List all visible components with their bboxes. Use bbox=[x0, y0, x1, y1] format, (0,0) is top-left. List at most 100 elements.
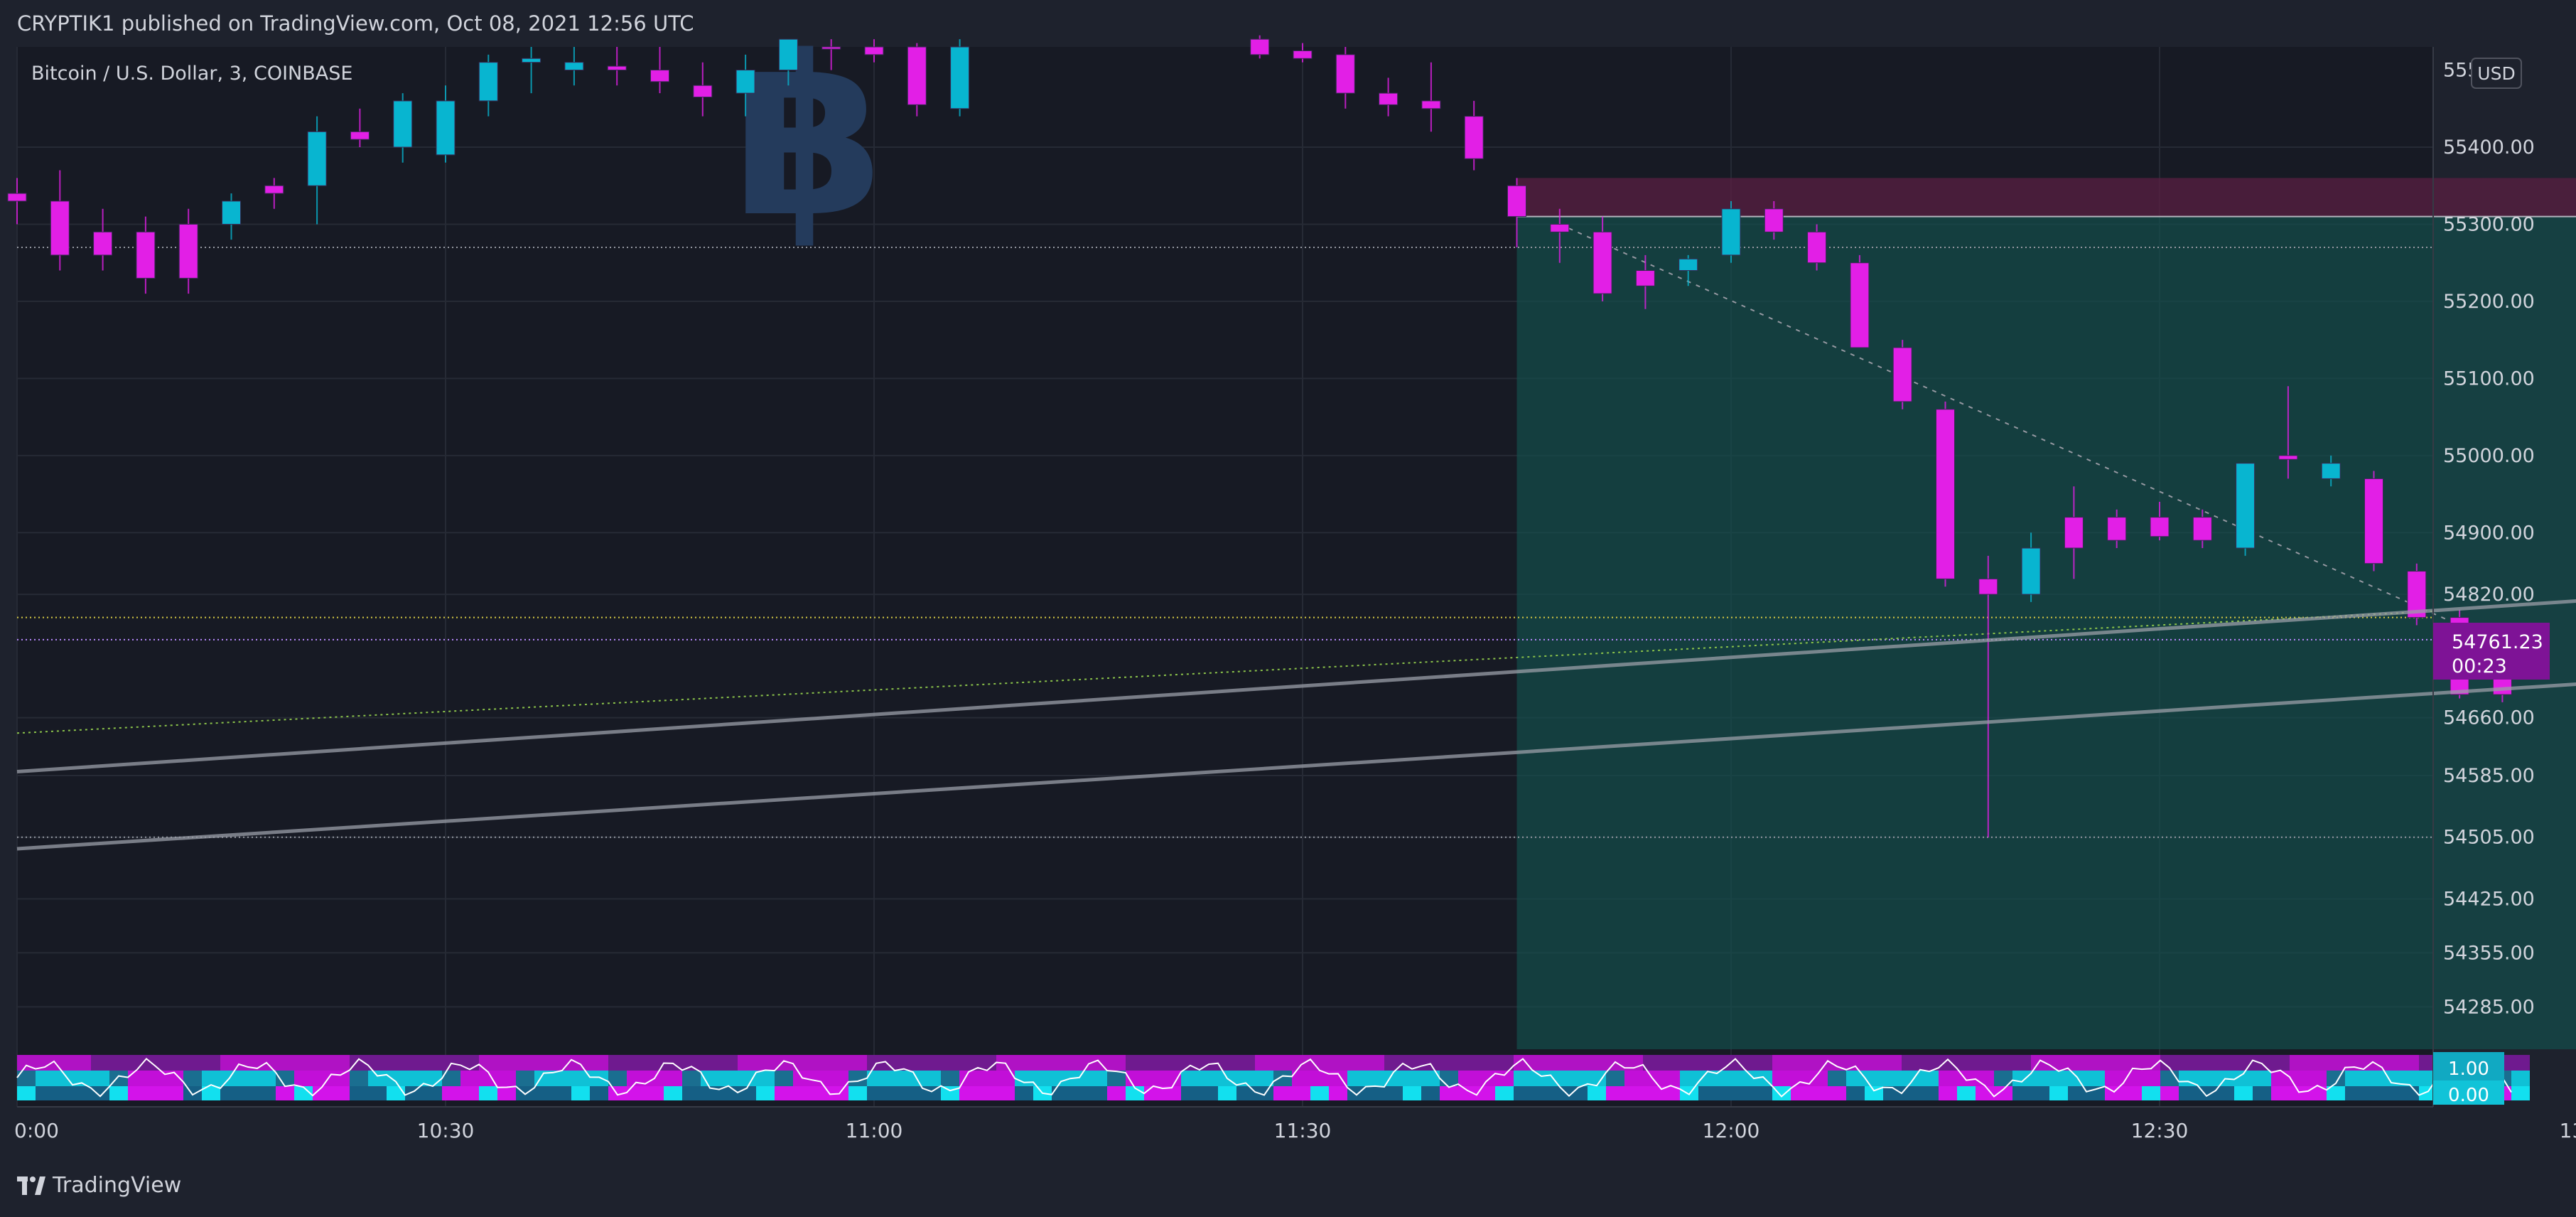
oscillator-cell bbox=[2308, 1086, 2327, 1100]
oscillator-cell bbox=[627, 1071, 645, 1086]
candle-body bbox=[307, 131, 327, 186]
oscillator-cell bbox=[2234, 1055, 2253, 1071]
trendlines[interactable] bbox=[16, 448, 2576, 851]
oscillator-cell bbox=[738, 1055, 756, 1071]
oscillator-cell bbox=[1236, 1055, 1255, 1071]
oscillator-cell bbox=[1495, 1071, 1514, 1086]
oscillator-cell bbox=[534, 1055, 553, 1071]
candle-body bbox=[821, 46, 841, 50]
oscillator-cell bbox=[1273, 1071, 1292, 1086]
oscillator-cell bbox=[239, 1071, 257, 1086]
oscillator-cell bbox=[2086, 1086, 2105, 1100]
oscillator-cell bbox=[2253, 1086, 2271, 1100]
oscillator-cell bbox=[1366, 1071, 1384, 1086]
oscillator-cell bbox=[848, 1055, 867, 1071]
oscillator-cell bbox=[1440, 1055, 1458, 1071]
price-axis[interactable]: 5550055400.0055300.0055200.0055100.00550… bbox=[2443, 60, 2535, 1019]
oscillator-cell bbox=[922, 1055, 941, 1071]
oscillator-cell bbox=[1015, 1071, 1033, 1086]
oscillator-cell bbox=[165, 1086, 183, 1100]
time-label: 11:00 bbox=[846, 1119, 903, 1142]
oscillator-cell bbox=[1107, 1086, 1126, 1100]
oscillator-cell bbox=[72, 1071, 91, 1086]
oscillator-cell bbox=[1089, 1086, 1107, 1100]
oscillator-cell bbox=[183, 1055, 202, 1071]
oscillator-cell bbox=[1292, 1055, 1310, 1071]
oscillator-cell bbox=[1865, 1071, 1883, 1086]
symbol-legend[interactable]: Bitcoin / U.S. Dollar, 3, COINBASE bbox=[31, 63, 352, 85]
oscillator-cell bbox=[2327, 1055, 2345, 1071]
oscillator-cell bbox=[1384, 1055, 1403, 1071]
tradingview-logo[interactable]: TradingView bbox=[17, 1173, 181, 1198]
tradingview-logo-icon bbox=[17, 1176, 45, 1195]
oscillator-cell bbox=[1052, 1086, 1070, 1100]
oscillator-cell bbox=[1698, 1071, 1717, 1086]
oscillator-cell bbox=[1329, 1086, 1347, 1100]
candle-body bbox=[1593, 231, 1612, 294]
oscillator-cell bbox=[220, 1086, 239, 1100]
candle-body bbox=[607, 65, 627, 71]
oscillator-cell bbox=[553, 1055, 571, 1071]
oscillator-cell bbox=[1477, 1071, 1495, 1086]
price-label: 54285.00 bbox=[2443, 996, 2535, 1018]
price-chart[interactable]: ฿ 5550055400.0055300.0055200.0055100.005… bbox=[0, 0, 2576, 1154]
oscillator-cell bbox=[812, 1055, 830, 1071]
oscillator-cell bbox=[1661, 1071, 1680, 1086]
oscillator-cell bbox=[2400, 1071, 2419, 1086]
candle-body bbox=[7, 193, 27, 202]
take-profit-zone bbox=[1516, 216, 2576, 1050]
oscillator-cell bbox=[2031, 1055, 2049, 1071]
oscillator-cell bbox=[479, 1086, 497, 1100]
candle-body bbox=[778, 38, 798, 71]
oscillator-cell bbox=[91, 1055, 109, 1071]
time-axis[interactable]: 0:0010:3011:0011:3012:0012:3013:0013:301… bbox=[14, 1119, 2576, 1142]
oscillator-cell bbox=[2179, 1055, 2197, 1071]
oscillator-cell bbox=[830, 1055, 848, 1071]
candle-body bbox=[393, 100, 413, 148]
oscillator-cell bbox=[1754, 1055, 1772, 1071]
oscillator-cell bbox=[996, 1086, 1015, 1100]
oscillator-cell bbox=[664, 1071, 682, 1086]
oscillator-cell bbox=[1569, 1071, 1588, 1086]
oscillator-cell bbox=[239, 1086, 257, 1100]
oscillator-cell bbox=[424, 1086, 442, 1100]
oscillator-cell bbox=[1052, 1071, 1070, 1086]
oscillator-cell bbox=[2290, 1086, 2308, 1100]
short-position-tool[interactable] bbox=[1516, 178, 2576, 1050]
oscillator-cell bbox=[1347, 1055, 1366, 1071]
oscillator-cell bbox=[1846, 1071, 1865, 1086]
oscillator-cell bbox=[479, 1055, 497, 1071]
oscillator-cell bbox=[941, 1071, 959, 1086]
oscillator-cell bbox=[109, 1055, 128, 1071]
oscillator-cell bbox=[645, 1055, 664, 1071]
oscillator-cell bbox=[442, 1086, 460, 1100]
oscillator-cell bbox=[1477, 1086, 1495, 1100]
oscillator-cell bbox=[1310, 1086, 1329, 1100]
oscillator-cell bbox=[2271, 1055, 2290, 1071]
horizontal-levels bbox=[16, 223, 2460, 838]
oscillator-cell bbox=[36, 1086, 54, 1100]
oscillator-cell bbox=[313, 1055, 331, 1071]
oscillator-cell bbox=[756, 1071, 775, 1086]
oscillator-cell bbox=[497, 1055, 516, 1071]
oscillator-cell bbox=[516, 1055, 534, 1071]
oscillator-cell bbox=[571, 1071, 590, 1086]
oscillator-cell bbox=[1994, 1071, 2012, 1086]
oscillator-cell bbox=[202, 1071, 220, 1086]
oscillator-cell bbox=[1126, 1055, 1144, 1071]
oscillator-cell bbox=[1310, 1071, 1329, 1086]
oscillator-cell bbox=[1292, 1071, 1310, 1086]
oscillator-cell bbox=[1902, 1055, 1920, 1071]
oscillator-cell bbox=[2382, 1055, 2400, 1071]
oscillator-cell bbox=[1976, 1055, 1994, 1071]
oscillator-cell bbox=[36, 1055, 54, 1071]
oscillator-cell bbox=[1366, 1055, 1384, 1071]
oscillator-cell bbox=[1033, 1055, 1052, 1071]
oscillator-cell bbox=[1495, 1086, 1514, 1100]
oscillator-cell bbox=[701, 1055, 719, 1071]
candle-body bbox=[1892, 347, 1912, 402]
oscillator-cell bbox=[442, 1071, 460, 1086]
oscillator-cell bbox=[1089, 1055, 1107, 1071]
currency-button[interactable]: USD bbox=[2471, 58, 2522, 89]
oscillator-cell bbox=[1329, 1055, 1347, 1071]
